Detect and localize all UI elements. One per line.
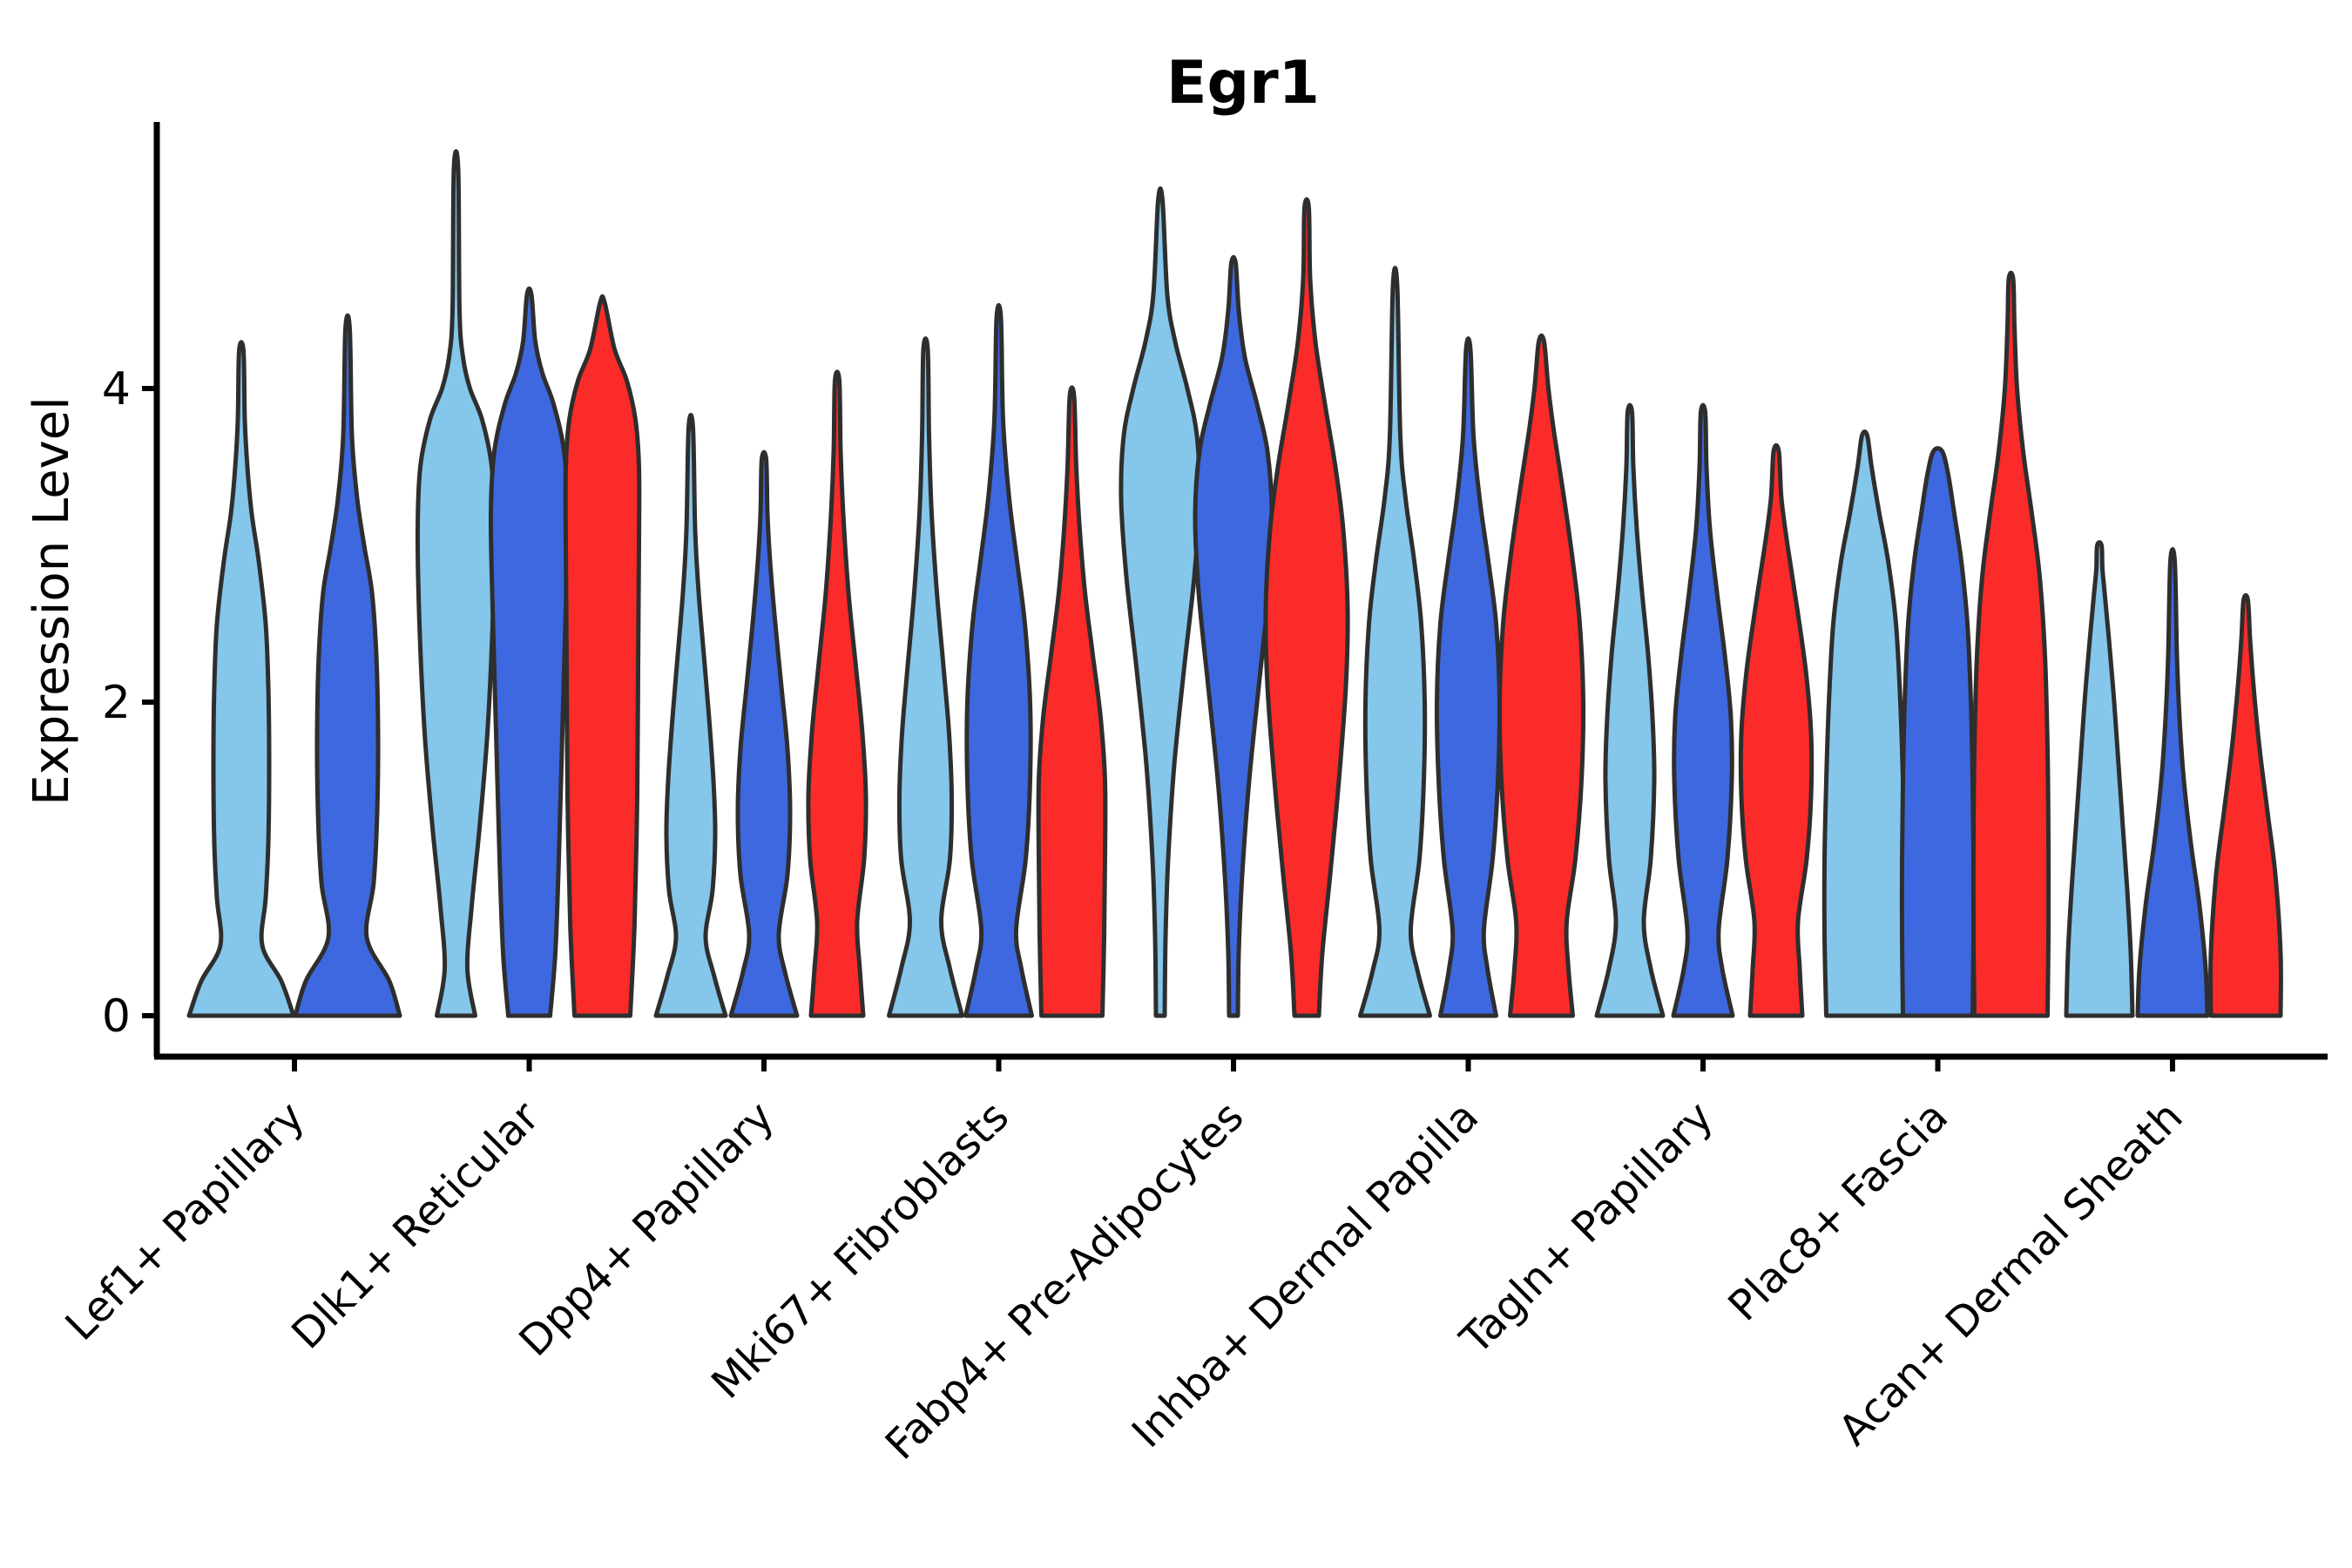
violin-tagln-papillary-s0: [1594, 402, 1666, 1018]
violin-dpp4-papillary-s2: [806, 369, 868, 1018]
violin-dpp4-papillary-s1: [728, 449, 800, 1018]
violin-dpp4-papillary-s0: [653, 412, 728, 1018]
violin-dlk1-reticular-s1: [488, 286, 571, 1018]
violin-lef1-papillary-s0: [186, 340, 296, 1018]
x-tick-label: Lef1+ Papillary: [57, 1092, 314, 1350]
y-tick-label: 4: [102, 363, 131, 416]
violin-dlk1-reticular-s2: [563, 294, 642, 1018]
x-tick-label: Tagln+ Papillary: [1450, 1092, 1722, 1364]
violin-acan-dermal-sheath-s0: [2064, 540, 2135, 1018]
violin-lef1-papillary-s1: [293, 313, 402, 1018]
y-tick-label: 2: [102, 677, 131, 729]
x-tick-label: Plac8+ Fascia: [1719, 1092, 1957, 1331]
y-tick-label: 0: [102, 990, 131, 1043]
violin-fabp4-pre-adipocytes-s0: [1119, 186, 1202, 1018]
violin-plac8-fascia-s1: [1899, 446, 1977, 1018]
violin-dlk1-reticular-s0: [415, 149, 497, 1018]
x-tick-label: Dpp4+ Papillary: [510, 1092, 783, 1366]
violin-plac8-fascia-s2: [1970, 270, 2051, 1018]
y-axis-label: Expression Level: [24, 396, 80, 806]
violin-inhba-dermal-papilla-s2: [1497, 333, 1586, 1018]
chart-title: Egr1: [1166, 49, 1320, 118]
violin-tagln-papillary-s2: [1738, 443, 1815, 1018]
violin-acan-dermal-sheath-s2: [2208, 592, 2283, 1018]
violin-plac8-fascia-s0: [1821, 429, 1908, 1018]
violins-layer: [186, 149, 2283, 1018]
violin-fabp4-pre-adipocytes-s2: [1263, 197, 1350, 1018]
violin-inhba-dermal-papilla-s0: [1358, 266, 1432, 1018]
violin-fabp4-pre-adipocytes-s1: [1193, 254, 1274, 1018]
violin-tagln-papillary-s1: [1671, 402, 1735, 1018]
violin-mki67-fibroblasts-s1: [963, 302, 1034, 1018]
x-tick-label: Dlk1+ Reticular: [282, 1092, 549, 1359]
violin-mki67-fibroblasts-s0: [887, 336, 964, 1018]
violin-mki67-fibroblasts-s2: [1036, 385, 1108, 1018]
violin-inhba-dermal-papilla-s1: [1434, 336, 1503, 1018]
violin-acan-dermal-sheath-s1: [2135, 547, 2210, 1018]
